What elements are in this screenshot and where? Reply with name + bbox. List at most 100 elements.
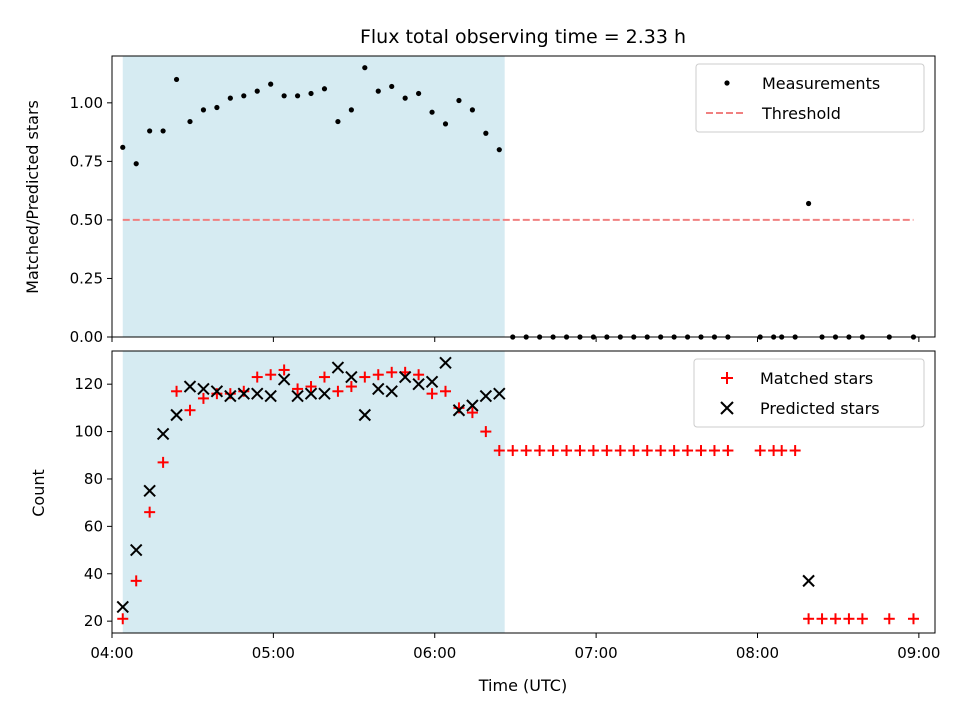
bottom-observing-span: [122, 351, 505, 633]
matched-star-point: [440, 385, 452, 397]
top-plot-frame: [111, 55, 936, 338]
measurement-point: [805, 200, 812, 207]
matched-star-point: [776, 445, 788, 457]
matched-star-point: [466, 407, 478, 419]
predicted-star-point: [116, 600, 129, 614]
bottom-y-tick-label: 80: [84, 470, 103, 488]
top-y-tick-label: 0.50: [70, 211, 103, 229]
predicted-star-point: [358, 408, 372, 422]
bottom-legend-box: [693, 358, 925, 428]
predicted-star-point: [439, 356, 452, 370]
predicted-star-point: [385, 385, 398, 398]
measurement-point: [416, 90, 422, 97]
matched-star-point: [641, 445, 653, 457]
predicted-star-point: [466, 399, 479, 412]
matched-star-point: [507, 445, 519, 457]
matched-star-point: [843, 613, 855, 625]
matched-star-point: [117, 613, 129, 625]
bottom-plot-frame: [111, 350, 936, 634]
matched-star-point: [359, 371, 371, 383]
top-y-axis-label: Matched/Predicted stars: [23, 100, 42, 294]
top-chart-title: Flux total observing time = 2.33 h: [360, 26, 686, 48]
matched-star-point: [318, 371, 330, 383]
matched-star-point: [184, 404, 196, 416]
matched-star-point: [372, 369, 384, 381]
matched-star-point: [278, 364, 290, 376]
predicted-star-point: [277, 373, 291, 386]
predicted-star-point: [291, 389, 304, 403]
measurement-point: [483, 130, 489, 136]
measurement-point: [120, 144, 126, 150]
matched-star-point: [655, 445, 667, 457]
legend-marker-predicted-stars: [720, 401, 734, 415]
measurement-point: [456, 97, 462, 104]
matched-star-point: [547, 445, 559, 457]
matched-star-point: [587, 445, 599, 457]
bottom-x-tick-label: 04:00: [90, 644, 133, 662]
matched-star-point: [561, 445, 573, 457]
measurement-point: [133, 161, 139, 167]
predicted-star-point: [237, 387, 250, 400]
matched-star-point: [601, 445, 613, 457]
bottom-y-tick-label: 120: [74, 375, 103, 393]
matched-star-point: [803, 613, 815, 625]
legend-label-predicted-stars: Predicted stars: [760, 399, 880, 418]
matched-star-point: [534, 445, 546, 457]
matched-star-point: [130, 575, 142, 587]
measurement-point: [348, 107, 354, 113]
predicted-star-point: [156, 427, 170, 441]
matched-star-point: [144, 506, 156, 518]
matched-star-point: [695, 445, 707, 457]
matched-star-point: [883, 613, 895, 625]
matched-star-point: [829, 613, 841, 625]
legend-label-measurements: Measurements: [762, 74, 880, 93]
predicted-star-point: [493, 387, 506, 400]
predicted-star-point: [412, 377, 425, 391]
matched-star-point: [386, 366, 398, 378]
bottom-y-axis-label: Count: [29, 469, 48, 517]
top-legend: Measurements Threshold: [695, 63, 925, 133]
matched-star-point: [856, 613, 868, 625]
matched-star-point: [722, 445, 734, 457]
bottom-y-tick-label: 60: [84, 517, 103, 535]
bottom-x-tick-label: 06:00: [413, 644, 456, 662]
matched-star-point: [682, 445, 694, 457]
measurement-point: [402, 95, 408, 101]
matched-star-point: [480, 426, 492, 438]
bottom-y-tick-label: 100: [74, 423, 103, 441]
measurement-point: [469, 107, 475, 113]
measurement-point: [375, 88, 381, 94]
matched-star-point: [305, 381, 317, 393]
predicted-star-point: [264, 389, 277, 403]
bottom-panel: 20 40 60 80 100 120 04:00 05:00 06:00 07:00 08:00…: [29, 350, 940, 695]
measurement-point: [160, 128, 166, 134]
measurement-point: [147, 128, 153, 134]
matched-star-point: [816, 613, 828, 625]
bottom-legend: Matched stars Predicted stars: [693, 358, 925, 428]
measurement-point: [389, 83, 395, 90]
matched-star-point: [708, 445, 720, 457]
predicted-star-point: [183, 380, 197, 393]
legend-marker-matched-stars: [721, 372, 733, 384]
top-legend-box: [695, 63, 925, 133]
predicted-star-point: [479, 389, 493, 403]
top-y-tick-label: 1.00: [70, 94, 103, 112]
top-y-tick-label: 0.00: [70, 328, 103, 346]
matched-star-point: [754, 445, 766, 457]
bottom-x-tick-label: 05:00: [252, 644, 295, 662]
matched-star-point: [614, 445, 626, 457]
measurement-point: [227, 95, 233, 101]
matched-star-point: [907, 613, 919, 625]
legend-marker-measurements: [724, 80, 730, 86]
predicted-star-point: [304, 387, 318, 400]
measurement-point: [362, 65, 368, 71]
matched-star-point: [292, 383, 304, 395]
measurement-point: [442, 121, 449, 127]
top-panel: Flux total observing time = 2.33 h 0.00 0…: [23, 26, 936, 346]
predicted-star-point: [210, 385, 224, 398]
legend-label-matched-stars: Matched stars: [760, 369, 873, 388]
matched-star-point: [332, 385, 344, 397]
measurement-point: [308, 90, 314, 97]
predicted-star-point: [129, 543, 143, 557]
